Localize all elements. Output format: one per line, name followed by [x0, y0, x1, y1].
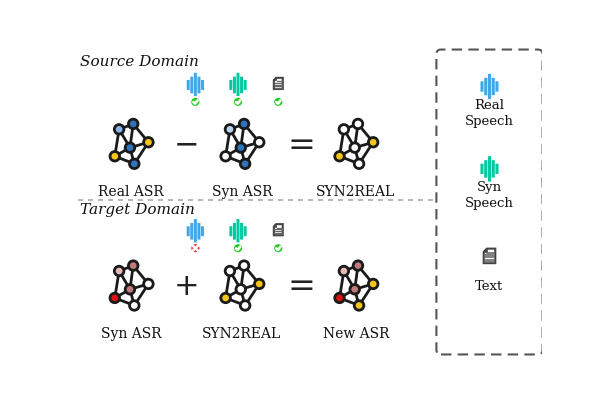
- Circle shape: [240, 159, 250, 168]
- FancyBboxPatch shape: [436, 50, 542, 354]
- FancyBboxPatch shape: [492, 160, 495, 178]
- FancyBboxPatch shape: [187, 226, 190, 236]
- Polygon shape: [274, 78, 276, 80]
- FancyBboxPatch shape: [229, 80, 232, 90]
- FancyBboxPatch shape: [194, 73, 197, 97]
- Circle shape: [350, 143, 359, 152]
- FancyBboxPatch shape: [488, 74, 491, 99]
- FancyBboxPatch shape: [237, 73, 240, 97]
- Circle shape: [335, 152, 344, 161]
- Circle shape: [335, 293, 344, 303]
- FancyBboxPatch shape: [240, 77, 243, 93]
- Circle shape: [221, 152, 231, 161]
- Circle shape: [221, 293, 231, 303]
- FancyBboxPatch shape: [484, 160, 487, 178]
- FancyBboxPatch shape: [197, 223, 200, 240]
- Circle shape: [114, 124, 124, 134]
- Circle shape: [125, 143, 135, 152]
- FancyBboxPatch shape: [480, 164, 483, 174]
- Polygon shape: [483, 249, 495, 263]
- Circle shape: [355, 301, 364, 310]
- Circle shape: [353, 261, 363, 270]
- FancyBboxPatch shape: [240, 223, 243, 240]
- Text: =: =: [288, 270, 315, 303]
- Text: Real ASR: Real ASR: [98, 185, 164, 199]
- Circle shape: [239, 119, 249, 129]
- Text: Target Domain: Target Domain: [80, 203, 195, 217]
- FancyBboxPatch shape: [201, 226, 204, 236]
- Circle shape: [273, 97, 284, 107]
- Circle shape: [110, 152, 120, 161]
- FancyBboxPatch shape: [244, 80, 247, 90]
- FancyBboxPatch shape: [244, 226, 247, 236]
- Circle shape: [273, 243, 284, 253]
- Text: −: −: [173, 130, 199, 160]
- FancyBboxPatch shape: [187, 80, 190, 90]
- Circle shape: [233, 97, 243, 107]
- FancyBboxPatch shape: [495, 81, 498, 92]
- Circle shape: [129, 301, 139, 310]
- FancyBboxPatch shape: [233, 223, 236, 240]
- Text: Syn ASR: Syn ASR: [211, 185, 272, 199]
- Polygon shape: [483, 249, 487, 252]
- FancyBboxPatch shape: [190, 223, 193, 240]
- FancyBboxPatch shape: [495, 164, 498, 174]
- FancyBboxPatch shape: [480, 81, 483, 92]
- Circle shape: [129, 159, 139, 168]
- FancyBboxPatch shape: [233, 77, 236, 93]
- Text: Source Domain: Source Domain: [80, 55, 199, 69]
- FancyBboxPatch shape: [190, 77, 193, 93]
- FancyBboxPatch shape: [484, 78, 487, 95]
- Text: New ASR: New ASR: [323, 328, 389, 342]
- Text: =: =: [288, 128, 315, 162]
- FancyBboxPatch shape: [492, 78, 495, 95]
- Circle shape: [240, 301, 250, 310]
- Text: +: +: [173, 272, 199, 301]
- Text: SYN2REAL: SYN2REAL: [316, 185, 396, 199]
- Circle shape: [350, 284, 359, 294]
- Text: SYN2REAL: SYN2REAL: [202, 328, 282, 342]
- Circle shape: [128, 261, 138, 270]
- Text: Syn
Speech: Syn Speech: [465, 181, 514, 210]
- Circle shape: [190, 243, 200, 253]
- FancyBboxPatch shape: [194, 219, 197, 244]
- Circle shape: [339, 266, 349, 276]
- Polygon shape: [274, 224, 283, 235]
- FancyBboxPatch shape: [237, 219, 240, 244]
- Text: Syn ASR: Syn ASR: [101, 328, 161, 342]
- Circle shape: [255, 138, 264, 147]
- Circle shape: [236, 284, 246, 294]
- Circle shape: [236, 143, 246, 152]
- Circle shape: [368, 138, 378, 147]
- Circle shape: [114, 266, 124, 276]
- Circle shape: [190, 97, 200, 107]
- FancyBboxPatch shape: [197, 77, 200, 93]
- Circle shape: [255, 279, 264, 289]
- Circle shape: [353, 119, 363, 129]
- Circle shape: [233, 243, 243, 253]
- Circle shape: [339, 124, 349, 134]
- Circle shape: [144, 138, 153, 147]
- Polygon shape: [274, 78, 283, 89]
- Circle shape: [368, 279, 378, 289]
- Circle shape: [225, 124, 235, 134]
- FancyBboxPatch shape: [488, 156, 491, 182]
- Circle shape: [225, 266, 235, 276]
- Circle shape: [144, 279, 153, 289]
- FancyBboxPatch shape: [201, 80, 204, 90]
- Polygon shape: [274, 224, 276, 227]
- FancyBboxPatch shape: [229, 226, 232, 236]
- Circle shape: [110, 293, 120, 303]
- Circle shape: [239, 261, 249, 270]
- Circle shape: [128, 119, 138, 129]
- Text: Real
Speech: Real Speech: [465, 99, 514, 128]
- Circle shape: [125, 284, 135, 294]
- Text: Text: Text: [476, 280, 504, 293]
- Circle shape: [355, 159, 364, 168]
